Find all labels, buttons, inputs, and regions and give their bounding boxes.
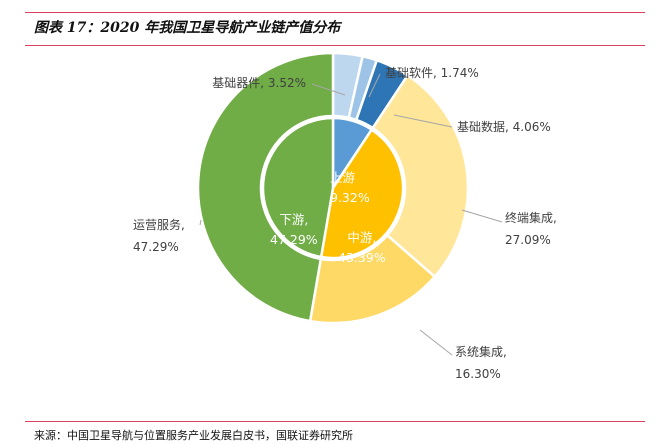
- inner-label-下游: 下游, 47.29%: [270, 212, 318, 247]
- leader-line: [419, 329, 453, 356]
- outer-slice-运营服务: [196, 51, 335, 323]
- leader-line: [311, 83, 346, 96]
- label-基础器件: 基础器件, 3.52%: [212, 76, 306, 90]
- leader-line: [393, 114, 453, 128]
- top-rule: [25, 12, 645, 13]
- bottom-rule: [25, 421, 645, 422]
- label-基础软件: 基础软件, 1.74%: [385, 66, 479, 80]
- label-运营服务: 运营服务, 47.29%: [133, 218, 185, 254]
- source-note: 来源：中国卫星导航与位置服务产业发展白皮书，国联证券研究所: [34, 429, 353, 442]
- label-终端集成: 终端集成, 27.09%: [505, 211, 557, 247]
- inner-slice-中游: [319, 127, 405, 260]
- leader-line: [199, 219, 202, 226]
- label-系统集成: 系统集成, 16.30%: [455, 345, 507, 381]
- inner-label-中游: 中游, 43.39%: [338, 230, 386, 265]
- label-基础数据: 基础数据, 4.06%: [457, 120, 551, 134]
- title-rule: [25, 45, 645, 46]
- leader-line: [461, 209, 503, 223]
- leader-line: [368, 73, 381, 98]
- inner-label-上游: 上游 9.32%: [330, 170, 370, 205]
- chart-title: 图表 17：2020 年我国卫星导航产业链产值分布: [34, 20, 341, 36]
- inner-slice-下游: [261, 116, 335, 259]
